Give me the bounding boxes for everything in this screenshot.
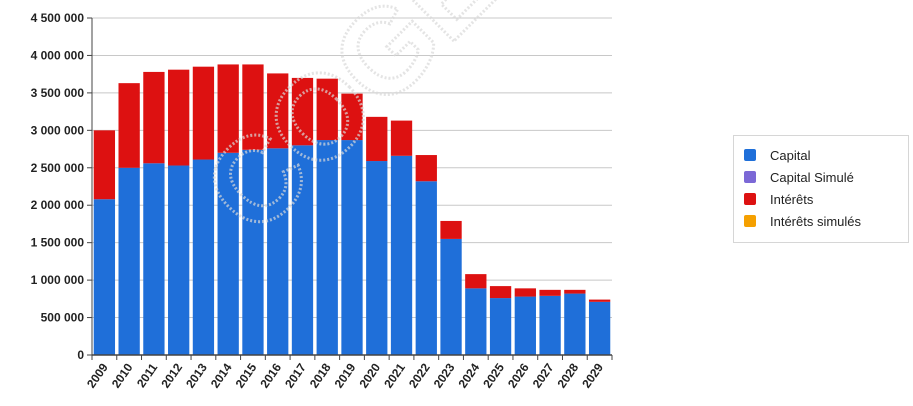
bar-capital-2011 [143,163,165,355]
bar-capital-2019 [341,140,363,355]
y-tick-label: 2 000 000 [31,198,85,212]
legend-item-int-r-ts: Intérêts [744,188,898,210]
bar-capital-2024 [465,288,487,355]
bar-int-r-ts-2024 [465,274,487,289]
y-tick-label: 2 500 000 [31,161,85,175]
y-tick-label: 4 500 000 [31,11,85,25]
bar-int-r-ts-2013 [192,66,215,160]
x-tick-label: 2016 [257,360,284,390]
bar-capital-2029 [588,301,611,355]
bar-capital-2028 [564,293,586,355]
bar-int-r-ts-2011 [143,71,165,164]
legend-label: Intérêts [770,191,814,207]
x-tick-label: 2026 [505,360,532,390]
bar-int-r-ts-2021 [390,120,413,156]
bar-int-r-ts-2016 [267,73,289,149]
bar-capital-2015 [242,149,264,355]
y-tick-label: 500 000 [41,311,85,325]
bar-int-r-ts-2015 [242,64,264,150]
legend-swatch [744,149,756,161]
x-tick-label: 2010 [109,360,136,390]
bar-int-r-ts-2019 [341,93,363,141]
legend-swatch [744,193,756,205]
legend-item-capital-simul-: Capital Simulé [744,166,898,188]
x-tick-label: 2018 [307,360,334,390]
y-tick-label: 3 000 000 [31,123,85,137]
bar-capital-2021 [390,155,413,355]
bar-capital-2012 [168,165,190,355]
bar-capital-2010 [118,167,140,355]
x-tick-label: 2021 [381,360,408,390]
y-tick-label: 1 500 000 [31,236,85,250]
y-tick-label: 1 000 000 [31,273,85,287]
bar-int-r-ts-2014 [217,64,239,153]
x-tick-label: 2023 [431,360,458,390]
bars [93,64,611,355]
bar-capital-2014 [217,152,239,355]
legend-swatch [744,171,756,183]
bar-int-r-ts-2018 [316,78,338,141]
x-tick-label: 2013 [183,360,210,390]
x-tick-label: 2019 [332,360,359,390]
bar-capital-2009 [93,199,116,355]
x-tick-label: 2028 [555,360,582,390]
legend-label: Intérêts simulés [770,213,862,229]
legend-label: Capital [770,147,811,163]
y-tick-label: 0 [77,348,84,362]
bar-capital-2018 [316,140,338,355]
bar-int-r-ts-2023 [440,220,462,239]
legend-label: Capital Simulé [770,169,854,185]
x-tick-label: 2022 [406,360,433,390]
bar-int-r-ts-2028 [564,289,586,294]
bar-int-r-ts-2020 [366,116,388,162]
bar-int-r-ts-2025 [489,286,512,299]
bar-capital-2017 [291,145,314,355]
bar-capital-2027 [539,295,561,355]
legend-item-capital: Capital [744,144,898,166]
bar-capital-2013 [192,159,215,355]
x-tick-label: 2017 [282,360,309,390]
y-axis-ticks: 0 500 000 1 000 000 1 500 000 2 000 000 2 500… [31,11,92,362]
bar-int-r-ts-2026 [514,288,536,297]
y-tick-label: 4 000 000 [31,48,85,62]
bar-capital-2025 [489,298,512,355]
x-tick-label: 2025 [480,360,507,390]
bar-capital-2016 [267,148,289,355]
x-tick-label: 2024 [455,360,482,390]
bar-int-r-ts-2027 [539,289,561,296]
bar-int-r-ts-2012 [168,69,190,166]
legend-item-int-r-ts-simul-s: Intérêts simulés [744,210,898,232]
bar-int-r-ts-2022 [415,155,437,182]
x-axis-ticks: 2009201020112012201320142015201620172018… [84,355,613,391]
x-tick-label: 2014 [208,360,235,390]
bar-int-r-ts-2010 [118,83,140,168]
x-tick-label: 2029 [579,360,606,390]
bar-int-r-ts-2017 [291,77,314,146]
x-tick-label: 2012 [158,360,185,390]
x-tick-label: 2011 [134,360,161,390]
bar-int-r-ts-2009 [93,130,116,200]
y-tick-label: 3 500 000 [31,86,85,100]
bar-capital-2023 [440,238,462,355]
legend-swatch [744,215,756,227]
x-tick-label: 2027 [530,360,557,390]
bar-capital-2026 [514,296,536,355]
x-tick-label: 2009 [84,360,111,390]
x-tick-label: 2020 [356,360,383,390]
bar-int-r-ts-2029 [588,299,611,302]
bar-capital-2020 [366,161,388,355]
bar-capital-2022 [415,181,437,355]
x-tick-label: 2015 [233,360,260,390]
legend: Capital Capital Simulé Intérêts Intérêts si… [733,135,909,243]
